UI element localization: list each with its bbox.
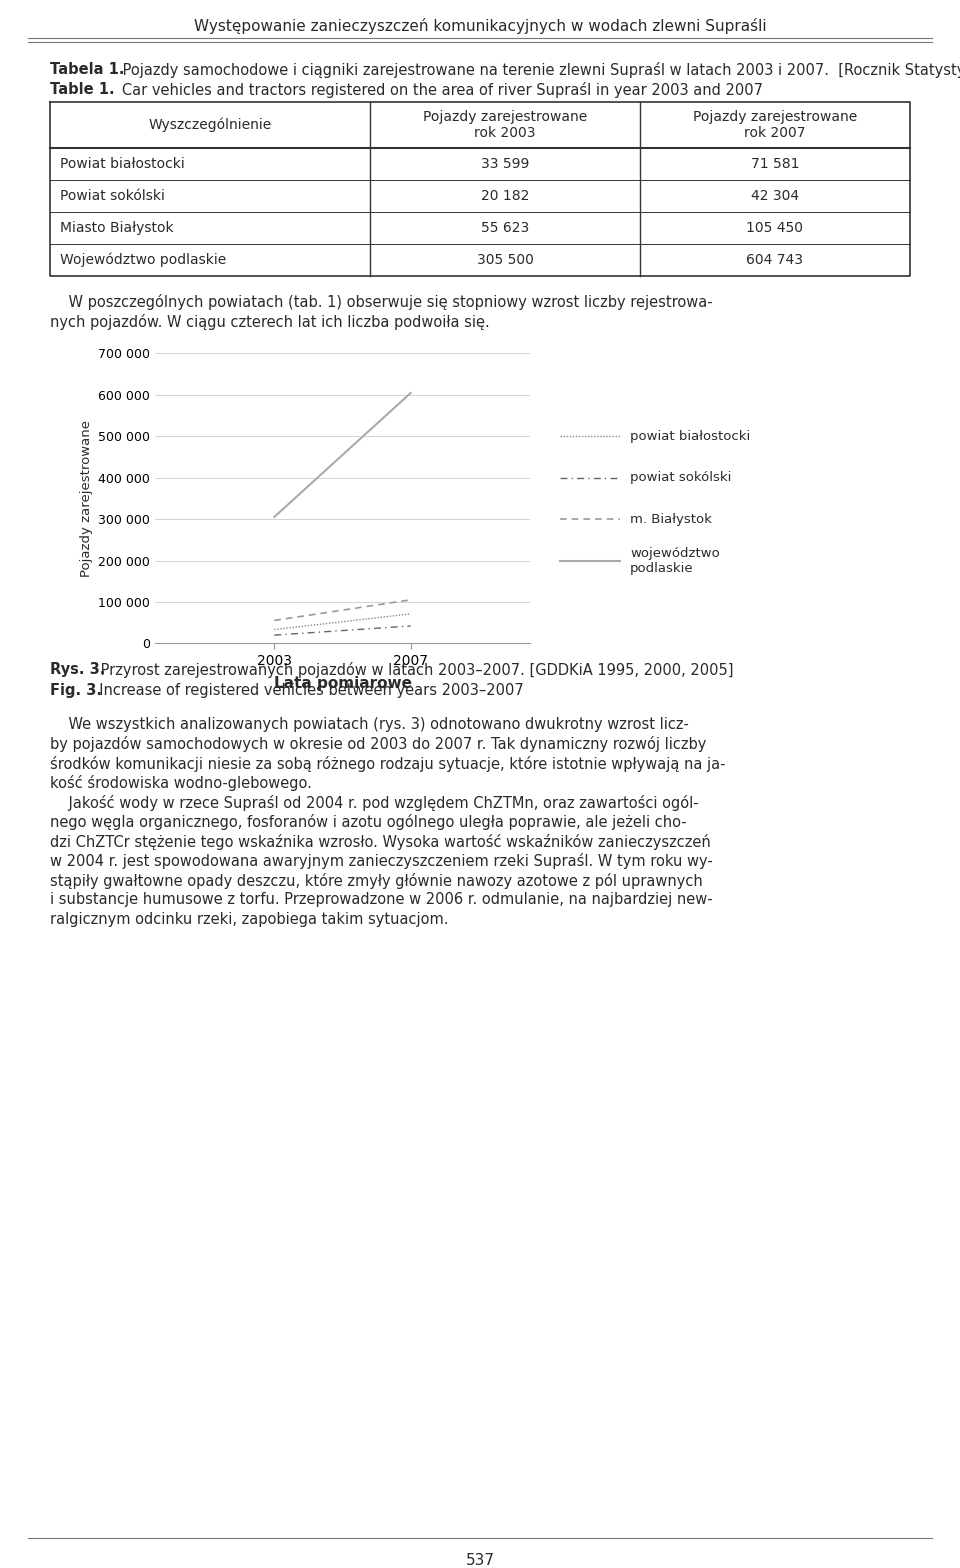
Text: 537: 537 bbox=[466, 1552, 494, 1568]
Text: Tabela 1.: Tabela 1. bbox=[50, 63, 125, 77]
Y-axis label: Pojazdy zarejestrowane: Pojazdy zarejestrowane bbox=[80, 420, 92, 577]
Text: Pojazdy zarejestrowane
rok 2003: Pojazdy zarejestrowane rok 2003 bbox=[422, 110, 588, 140]
Text: 71 581: 71 581 bbox=[751, 157, 800, 171]
Text: 305 500: 305 500 bbox=[476, 252, 534, 267]
Text: Car vehicles and tractors registered on the area of river Supraśl in year 2003 a: Car vehicles and tractors registered on … bbox=[108, 82, 763, 99]
Text: w 2004 r. jest spowodowana awaryjnym zanieczyszczeniem rzeki Supraśl. W tym roku: w 2004 r. jest spowodowana awaryjnym zan… bbox=[50, 853, 712, 869]
Text: województwo
podlaskie: województwo podlaskie bbox=[630, 547, 720, 574]
Text: Województwo podlaskie: Województwo podlaskie bbox=[60, 252, 227, 267]
Text: 42 304: 42 304 bbox=[751, 190, 799, 202]
Text: Miasto Białystok: Miasto Białystok bbox=[60, 221, 174, 235]
Text: by pojazdów samochodowych w okresie od 2003 do 2007 r. Tak dynamiczny rozwój lic: by pojazdów samochodowych w okresie od 2… bbox=[50, 735, 707, 753]
Text: nego węgla organicznego, fosforanów i azotu ogólnego uległa poprawie, ale jeżeli: nego węgla organicznego, fosforanów i az… bbox=[50, 814, 686, 829]
Text: Przyrost zarejestrowanych pojazdów w latach 2003–2007. [GDDKiA 1995, 2000, 2005]: Przyrost zarejestrowanych pojazdów w lat… bbox=[96, 662, 733, 677]
Text: We wszystkich analizowanych powiatach (rys. 3) odnotowano dwukrotny wzrost licz-: We wszystkich analizowanych powiatach (r… bbox=[50, 717, 689, 732]
Text: Increase of registered vehicles between years 2003–2007: Increase of registered vehicles between … bbox=[90, 684, 524, 698]
Text: nych pojazdów. W ciągu czterech lat ich liczba podwoiła się.: nych pojazdów. W ciągu czterech lat ich … bbox=[50, 314, 490, 329]
Text: Rys. 3.: Rys. 3. bbox=[50, 662, 106, 676]
Text: Pojazdy samochodowe i ciągniki zarejestrowane na terenie zlewni Supraśl w latach: Pojazdy samochodowe i ciągniki zarejestr… bbox=[118, 63, 960, 78]
Text: 604 743: 604 743 bbox=[747, 252, 804, 267]
Text: dzi ChZTCr stężenie tego wskaźnika wzrosło. Wysoka wartość wskaźników zanieczysz: dzi ChZTCr stężenie tego wskaźnika wzros… bbox=[50, 834, 710, 850]
Text: Powiat sokólski: Powiat sokólski bbox=[60, 190, 165, 202]
Text: 105 450: 105 450 bbox=[747, 221, 804, 235]
Text: ralgicznym odcinku rzeki, zapobiega takim sytuacjom.: ralgicznym odcinku rzeki, zapobiega taki… bbox=[50, 911, 448, 927]
Text: i substancje humusowe z torfu. Przeprowadzone w 2006 r. odmulanie, na najbardzie: i substancje humusowe z torfu. Przeprowa… bbox=[50, 892, 712, 906]
Text: środków komunikacji niesie za sobą różnego rodzaju sytuacje, które istotnie wpły: środków komunikacji niesie za sobą różne… bbox=[50, 756, 726, 771]
Text: Fig. 3.: Fig. 3. bbox=[50, 684, 102, 698]
Text: 33 599: 33 599 bbox=[481, 157, 529, 171]
Text: Wyszczególnienie: Wyszczególnienie bbox=[149, 118, 272, 132]
X-axis label: Lata pomiarowe: Lata pomiarowe bbox=[274, 676, 412, 691]
Text: Jakość wody w rzece Supraśl od 2004 r. pod względem ChZTMn, oraz zawartości ogól: Jakość wody w rzece Supraśl od 2004 r. p… bbox=[50, 795, 699, 811]
Text: Pojazdy zarejestrowane
rok 2007: Pojazdy zarejestrowane rok 2007 bbox=[693, 110, 857, 140]
Text: 55 623: 55 623 bbox=[481, 221, 529, 235]
Text: Powiat białostocki: Powiat białostocki bbox=[60, 157, 184, 171]
Text: powiat sokólski: powiat sokólski bbox=[630, 472, 732, 485]
Text: 20 182: 20 182 bbox=[481, 190, 529, 202]
Text: W poszczególnych powiatach (tab. 1) obserwuje się stopniowy wzrost liczby rejest: W poszczególnych powiatach (tab. 1) obse… bbox=[50, 295, 712, 310]
Text: Występowanie zanieczyszczeń komunikacyjnych w wodach zlewni Supraśli: Występowanie zanieczyszczeń komunikacyjn… bbox=[194, 17, 766, 34]
Text: m. Białystok: m. Białystok bbox=[630, 513, 712, 525]
Text: stąpiły gwałtowne opady deszczu, które zmyły głównie nawozy azotowe z pól uprawn: stąpiły gwałtowne opady deszczu, które z… bbox=[50, 872, 703, 889]
Text: kość środowiska wodno-glebowego.: kość środowiska wodno-glebowego. bbox=[50, 775, 312, 790]
Text: powiat białostocki: powiat białostocki bbox=[630, 430, 751, 442]
Text: Table 1.: Table 1. bbox=[50, 82, 114, 97]
